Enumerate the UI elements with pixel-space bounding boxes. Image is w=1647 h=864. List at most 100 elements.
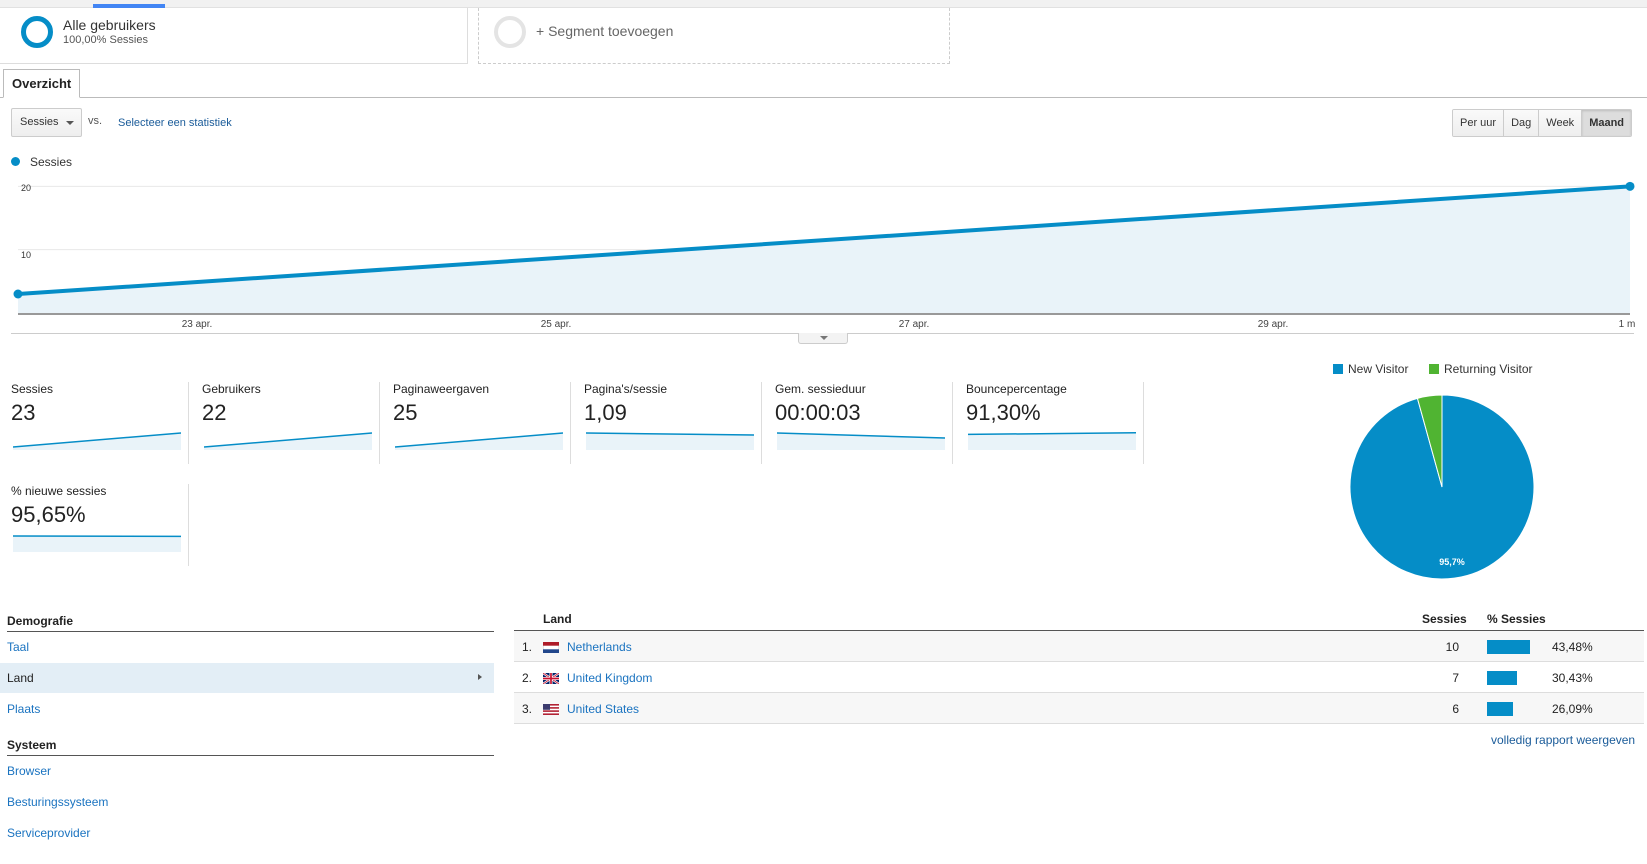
- sessions-value: 7: [1452, 671, 1459, 685]
- scorecard-pageviews[interactable]: Paginaweergaven 25: [393, 382, 571, 464]
- data-point: [1625, 181, 1635, 191]
- nav-item-browser[interactable]: Browser: [7, 764, 52, 778]
- series-legend-dot: [11, 157, 20, 166]
- add-segment-label[interactable]: + Segment toevoegen: [536, 23, 674, 39]
- nav-item-city[interactable]: Plaats: [7, 702, 41, 716]
- row-index: 2.: [522, 671, 533, 685]
- table-row: 3. United States 6 26,09%: [514, 693, 1644, 724]
- scorecard-avg-session-duration[interactable]: Gem. sessieduur 00:00:03: [775, 382, 953, 464]
- period-toggle-group: Per uur Dag Week Maand: [1452, 109, 1633, 137]
- sparkline: [395, 432, 563, 450]
- tab-overview[interactable]: Overzicht: [3, 69, 81, 98]
- pct-value: 26,09%: [1552, 702, 1593, 716]
- segment-ring-icon: [21, 16, 53, 48]
- uk-flag-icon: [543, 673, 559, 684]
- sessions-line-chart: [13, 181, 1635, 315]
- scorecard-value: 22: [202, 400, 227, 425]
- sparkline-area: [968, 432, 1136, 450]
- scorecard-users[interactable]: Gebruikers 22: [202, 382, 380, 464]
- legend-swatch: [1333, 364, 1343, 374]
- sparkline-area: [586, 433, 754, 450]
- table-row: 2. United Kingdom 7 30,43%: [514, 662, 1644, 693]
- select-statistic-link[interactable]: Selecteer een statistiek: [118, 117, 232, 129]
- scorecard-bounce-rate[interactable]: Bouncepercentage 91,30%: [966, 382, 1144, 464]
- legend-swatch: [1429, 364, 1439, 374]
- sessions-value: 6: [1452, 702, 1459, 716]
- section-divider: [7, 755, 494, 756]
- nav-item-country[interactable]: Land: [0, 663, 494, 693]
- vs-label: vs.: [88, 115, 103, 127]
- segment-placeholder-icon: [494, 16, 526, 48]
- pie-legend-returning: Returning Visitor: [1429, 362, 1533, 376]
- sparkline: [13, 535, 181, 552]
- nav-item-language[interactable]: Taal: [7, 640, 30, 654]
- top-nav-bar: [0, 0, 1647, 8]
- x-tick-label: 27 apr.: [898, 319, 930, 330]
- series-line: [16, 184, 1632, 296]
- scorecard-label: Gebruikers: [202, 382, 261, 396]
- us-flag-icon: [543, 704, 559, 715]
- column-header-pct-sessions: % Sessies: [1487, 612, 1546, 626]
- segment-name: Alle gebruikers: [63, 17, 156, 33]
- sparkline-line: [968, 432, 1136, 436]
- scorecard-value: 00:00:03: [775, 400, 861, 425]
- period-day-button[interactable]: Dag: [1504, 110, 1540, 136]
- chevron-right-icon: [478, 674, 482, 680]
- period-month-button[interactable]: Maand: [1582, 110, 1632, 136]
- period-week-button[interactable]: Week: [1539, 110, 1583, 136]
- add-segment-button[interactable]: [478, 8, 950, 64]
- share-bar: [1487, 702, 1513, 716]
- scorecard-sessions[interactable]: Sessies 23: [11, 382, 189, 464]
- pie-legend-new: New Visitor: [1333, 362, 1408, 376]
- series-legend-label: Sessies: [30, 155, 73, 169]
- scorecard-label: Gem. sessieduur: [775, 382, 866, 396]
- scorecard-new-sessions[interactable]: % nieuwe sessies 95,65%: [11, 484, 189, 566]
- scorecard-pages-per-session[interactable]: Pagina's/sessie 1,09: [584, 382, 762, 464]
- data-point: [13, 289, 23, 299]
- sparkline-area: [13, 536, 181, 552]
- sparkline-line: [204, 432, 372, 448]
- nav-item-service-provider[interactable]: Serviceprovider: [7, 826, 91, 840]
- pie-legend-label: New Visitor: [1348, 362, 1409, 376]
- x-tick-label: 23 apr.: [181, 319, 213, 330]
- nav-item-label: Land: [7, 671, 34, 685]
- section-title-system: Systeem: [7, 738, 57, 752]
- pie-slice-label: 95,7%: [1439, 557, 1465, 567]
- country-link[interactable]: United States: [567, 702, 640, 716]
- scorecard-label: % nieuwe sessies: [11, 484, 107, 498]
- table-header-divider: [514, 630, 1644, 631]
- sparkline: [586, 432, 754, 450]
- segment-all-users[interactable]: [0, 8, 468, 64]
- x-tick-label: 29 apr.: [1257, 319, 1289, 330]
- metric-dropdown-value: Sessies: [20, 116, 59, 128]
- sparkline-line: [395, 432, 563, 448]
- collapse-chart-handle[interactable]: [798, 333, 848, 344]
- sparkline-line: [586, 432, 754, 436]
- series-area: [18, 186, 1630, 313]
- section-divider: [7, 631, 494, 632]
- pct-value: 30,43%: [1552, 671, 1593, 685]
- row-index: 3.: [522, 702, 533, 716]
- y-tick-label: 20: [21, 183, 32, 193]
- nav-item-os[interactable]: Besturingssysteem: [7, 795, 109, 809]
- country-link[interactable]: Netherlands: [567, 640, 632, 654]
- column-header-sessions: Sessies: [1422, 612, 1467, 626]
- country-link[interactable]: United Kingdom: [567, 671, 653, 685]
- sparkline: [204, 432, 372, 450]
- x-tick-label: 1 m: [1618, 319, 1636, 330]
- tab-divider: [0, 97, 1647, 98]
- column-header-country: Land: [543, 612, 572, 626]
- full-report-link[interactable]: volledig rapport weergeven: [1491, 733, 1636, 747]
- metric-dropdown[interactable]: Sessies: [11, 108, 82, 137]
- scorecard-value: 23: [11, 400, 36, 425]
- active-tab-indicator: [93, 4, 165, 8]
- scorecard-value: 1,09: [584, 400, 627, 425]
- sparkline-line: [777, 432, 945, 439]
- chevron-down-icon: [66, 121, 74, 125]
- period-hourly-button[interactable]: Per uur: [1453, 110, 1505, 136]
- row-index: 1.: [522, 640, 533, 654]
- scorecard-label: Pagina's/sessie: [584, 382, 668, 396]
- scorecard-value: 95,65%: [11, 502, 86, 527]
- scorecard-value: 91,30%: [966, 400, 1041, 425]
- sparkline: [968, 432, 1136, 450]
